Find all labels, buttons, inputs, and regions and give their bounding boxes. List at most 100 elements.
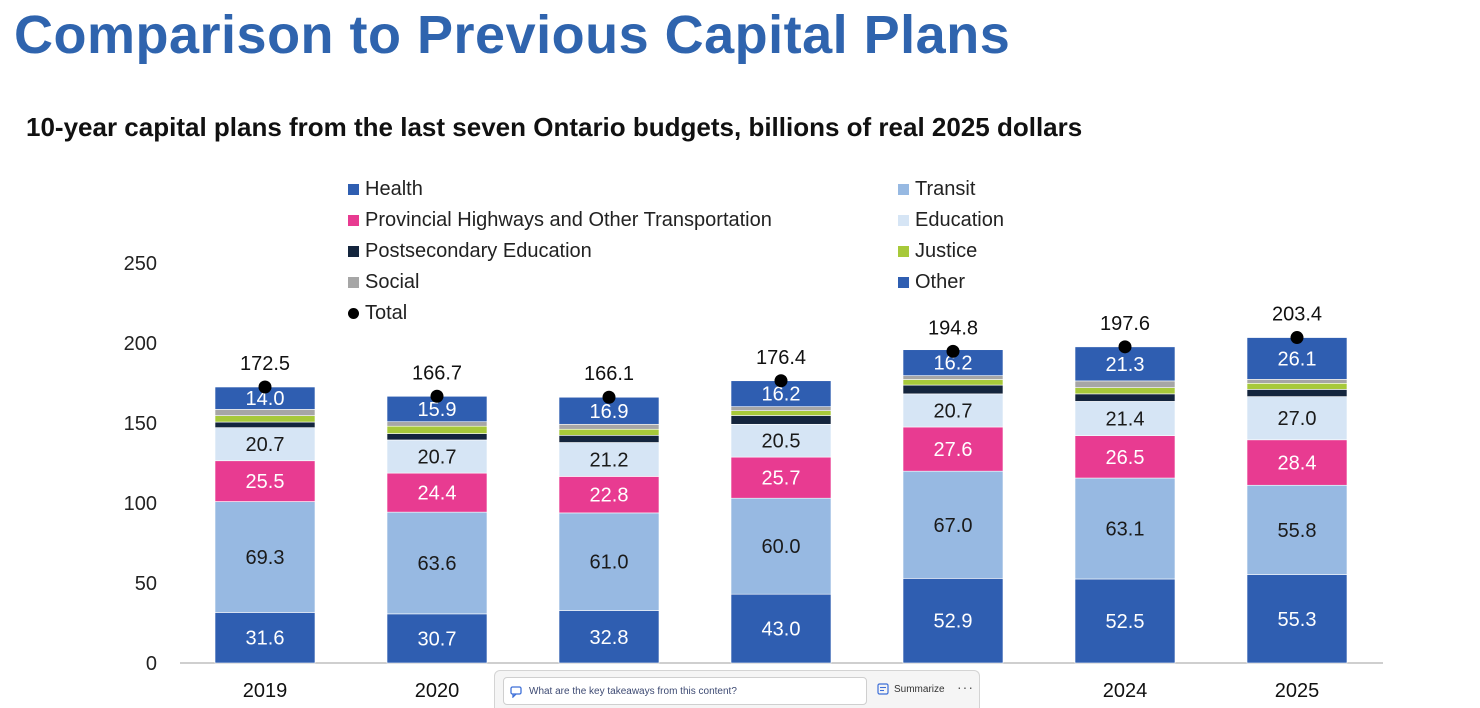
summarize-button[interactable]: Summarize bbox=[877, 683, 945, 695]
legend-label: Total bbox=[365, 301, 408, 324]
data-label: 25.7 bbox=[762, 468, 801, 490]
total-label: 203.4 bbox=[1272, 304, 1322, 326]
data-label: 25.5 bbox=[246, 471, 285, 493]
total-marker bbox=[946, 344, 960, 358]
data-label: 16.2 bbox=[934, 353, 973, 375]
bar-segment bbox=[902, 470, 1004, 579]
total-label: 176.4 bbox=[756, 347, 806, 369]
data-label: 55.3 bbox=[1278, 609, 1317, 631]
bar-segment bbox=[1074, 578, 1176, 664]
bar-segment bbox=[1074, 380, 1176, 388]
legend-label: Justice bbox=[915, 239, 978, 262]
y-tick-label: 200 bbox=[124, 333, 157, 355]
bar-segment bbox=[558, 442, 660, 477]
bar-segment bbox=[1074, 401, 1176, 436]
bar-segment bbox=[730, 593, 832, 664]
data-label: 20.7 bbox=[418, 447, 457, 469]
bar-group-2024: 52.5 63.1 26.5 21.4 21.3 197.6 2024 bbox=[1074, 313, 1176, 702]
bar-segment bbox=[730, 415, 832, 425]
legend-label: Transit bbox=[915, 177, 976, 200]
legend-swatch bbox=[348, 214, 359, 226]
y-tick-label: 50 bbox=[135, 573, 157, 595]
bar-segment bbox=[214, 427, 316, 462]
legend-item: Justice bbox=[898, 238, 977, 264]
copilot-chat-icon bbox=[510, 685, 522, 698]
chart-subtitle: 10-year capital plans from the last seve… bbox=[26, 112, 1083, 142]
data-label: 16.9 bbox=[590, 401, 629, 423]
bar-segment bbox=[558, 512, 660, 611]
data-label: 21.3 bbox=[1106, 354, 1145, 376]
y-tick-label: 250 bbox=[124, 253, 157, 275]
data-label: 61.0 bbox=[590, 552, 629, 574]
page-title: Comparison to Previous Capital Plans bbox=[14, 5, 1011, 65]
data-label: 63.6 bbox=[418, 553, 457, 575]
bar-segment bbox=[214, 612, 316, 664]
bar-segment bbox=[386, 613, 488, 664]
data-label: 67.0 bbox=[934, 515, 973, 537]
total-marker bbox=[430, 389, 444, 403]
x-tick-label: 2020 bbox=[415, 680, 460, 702]
legend-item: Transit bbox=[898, 176, 975, 202]
data-label: 52.5 bbox=[1106, 611, 1145, 633]
data-label: 69.3 bbox=[246, 547, 285, 569]
bar-segment bbox=[1074, 393, 1176, 402]
copilot-prompt-bar: What are the key takeaways from this con… bbox=[494, 670, 980, 708]
total-marker bbox=[258, 380, 272, 394]
bar-segment bbox=[902, 384, 1004, 395]
x-tick-label: 2019 bbox=[243, 680, 288, 702]
ask-input[interactable]: What are the key takeaways from this con… bbox=[503, 677, 867, 705]
data-label: 14.0 bbox=[246, 388, 285, 410]
data-label: 30.7 bbox=[418, 628, 457, 650]
bar-segment bbox=[902, 426, 1004, 472]
legend-swatch bbox=[898, 245, 909, 257]
legend-label: Provincial Highways and Other Transporta… bbox=[365, 208, 772, 231]
y-tick-label: 100 bbox=[124, 493, 157, 515]
data-label: 20.5 bbox=[762, 431, 801, 453]
bar-segment bbox=[386, 433, 488, 441]
total-label: 197.6 bbox=[1100, 313, 1150, 335]
more-options-button[interactable]: ··· bbox=[957, 679, 974, 695]
total-marker bbox=[602, 390, 616, 404]
bar-group-2025: 55.3 55.8 28.4 27.0 26.1 203.4 2025 bbox=[1246, 304, 1348, 702]
bar-segment bbox=[558, 435, 660, 443]
data-label: 43.0 bbox=[762, 619, 801, 641]
total-marker bbox=[1118, 340, 1132, 354]
legend-item: Health bbox=[348, 176, 423, 202]
legend-label: Other bbox=[915, 270, 966, 293]
legend-item: Social bbox=[348, 269, 419, 295]
legend-swatch bbox=[348, 245, 359, 257]
bar-segment bbox=[1074, 435, 1176, 479]
data-label: 55.8 bbox=[1278, 520, 1317, 542]
legend-swatch bbox=[898, 183, 909, 195]
summarize-label: Summarize bbox=[894, 683, 945, 695]
total-marker bbox=[1290, 331, 1304, 345]
bar-segment bbox=[902, 379, 1004, 386]
bar-segment bbox=[1246, 574, 1348, 664]
legend-label: Social bbox=[365, 270, 420, 293]
bar-segment bbox=[1246, 484, 1348, 575]
legend-swatch bbox=[348, 183, 359, 195]
bar-segment bbox=[1074, 477, 1176, 580]
legend-label: Postsecondary Education bbox=[365, 239, 592, 262]
bar-segment bbox=[386, 511, 488, 615]
data-label: 22.8 bbox=[590, 485, 629, 507]
data-label: 21.2 bbox=[590, 449, 629, 471]
data-label: 31.6 bbox=[246, 628, 285, 650]
bar-segment bbox=[902, 578, 1004, 664]
data-label: 60.0 bbox=[762, 536, 801, 558]
bar-segment bbox=[386, 421, 488, 427]
data-label: 15.9 bbox=[418, 399, 457, 421]
bar-segment bbox=[902, 375, 1004, 380]
legend-item: Provincial Highways and Other Transporta… bbox=[348, 207, 772, 233]
total-marker bbox=[774, 374, 788, 388]
data-label: 27.6 bbox=[934, 439, 973, 461]
data-label: 16.2 bbox=[762, 384, 801, 406]
data-label: 63.1 bbox=[1106, 519, 1145, 541]
total-label: 166.1 bbox=[584, 363, 634, 385]
x-tick-label: 2025 bbox=[1275, 680, 1320, 702]
bar-segment bbox=[558, 428, 660, 436]
data-label: 20.7 bbox=[934, 400, 973, 422]
bar-segment bbox=[214, 460, 316, 502]
bar-segment bbox=[1246, 383, 1348, 390]
bar-segment bbox=[1246, 396, 1348, 441]
